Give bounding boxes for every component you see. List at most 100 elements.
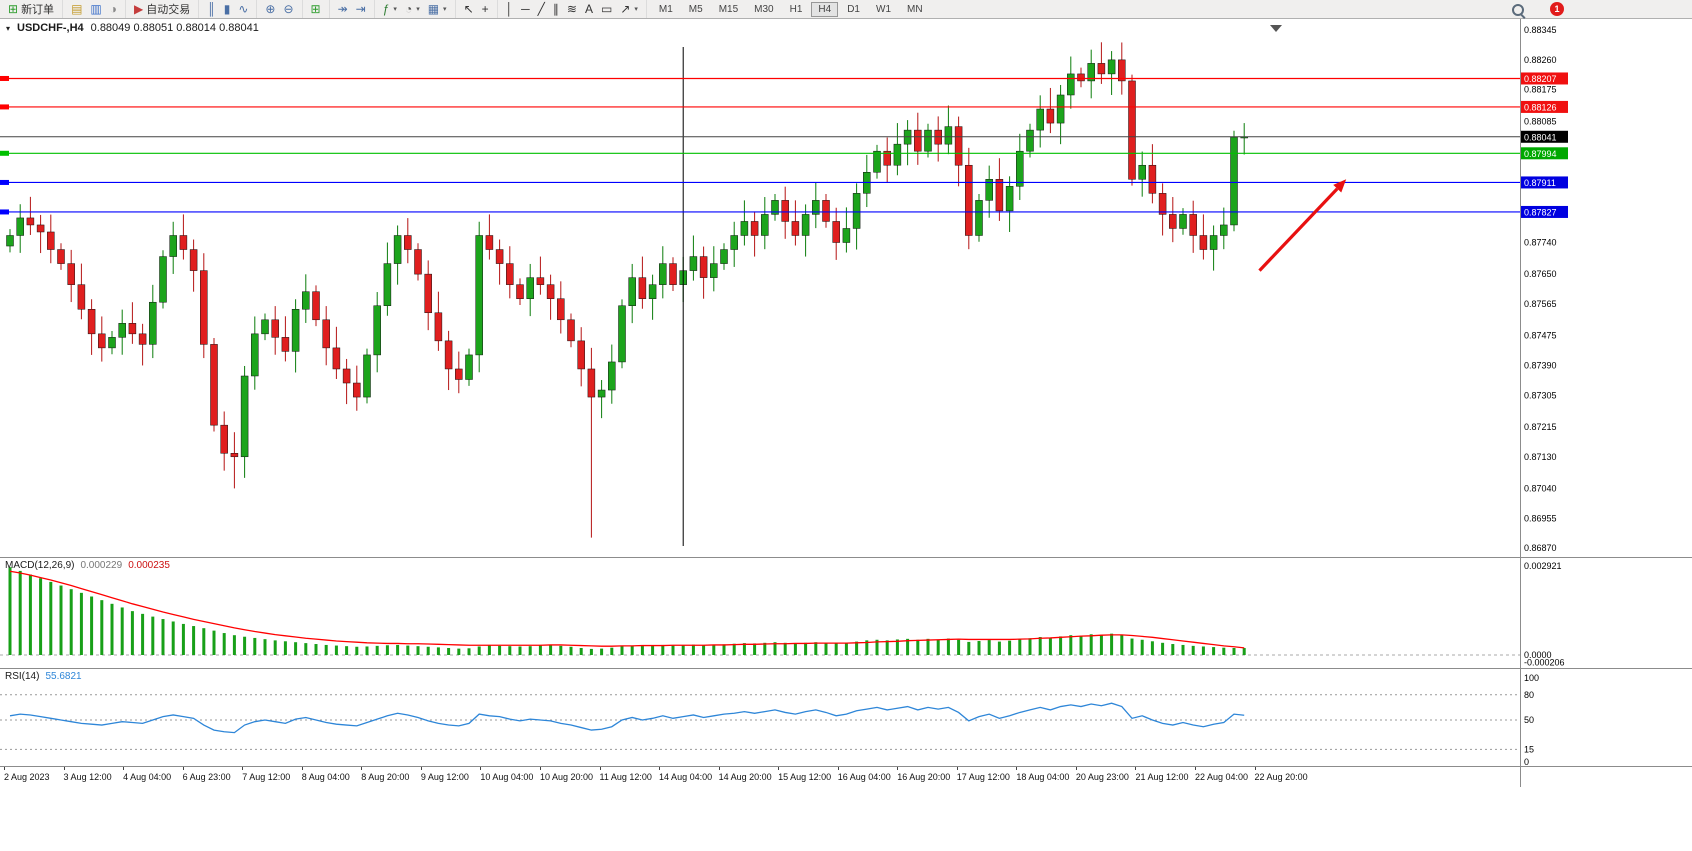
vertical-line-button[interactable]: │ [502,1,518,17]
notification-badge[interactable]: 1 [1550,2,1564,16]
macd-histogram-bar [120,607,124,655]
candle [526,277,534,299]
candle [628,277,636,306]
zoom-out-button[interactable]: ⊖ [279,1,297,17]
candle [200,270,208,345]
crosshair-button[interactable]: + [478,1,493,17]
candle [363,354,371,398]
price-tag-label: 0.87827 [1524,207,1557,217]
candle [659,263,667,285]
tile-windows-button[interactable]: ⊞ [307,1,325,17]
panel-divider[interactable] [0,766,1692,767]
candle [516,284,524,299]
timeframe-m30-button[interactable]: M30 [754,3,774,15]
candlestick-chart-button[interactable]: ▮ [220,1,235,17]
auto-trading-button[interactable]: ▶ 自动交易 [130,1,194,17]
time-axis-tick [837,767,839,770]
auto-scroll-button[interactable]: ↠ [334,1,352,17]
time-axis[interactable]: 2 Aug 2023 3 Aug 12:00 4 Aug 04:00 6 Aug 23… [0,767,1692,787]
price-axis-label: 0.87740 [1524,238,1557,248]
panel-divider[interactable] [0,668,1692,669]
macd-histogram-bar [59,585,63,655]
timeframe-w1-button[interactable]: W1 [876,3,891,15]
price-axis-label: 0.88085 [1524,116,1557,126]
candle [914,129,922,152]
timeframe-mn-button[interactable]: MN [907,3,923,15]
macd-histogram-bar [49,581,53,655]
candle [189,249,198,271]
horizontal-line-button[interactable]: ─ [517,1,534,17]
candle [210,344,218,426]
time-axis-tick [539,767,541,770]
candlestick-chart[interactable]: 0.88345 0.88260 0.88175 0.88085 0.87740 0.876… [0,19,1692,557]
channel-button[interactable]: ∥ [549,1,563,17]
rsi-chart[interactable]: 100 80 50 15 0 [0,669,1692,766]
timeframe-d1-button[interactable]: D1 [847,3,860,15]
candle [1005,186,1014,212]
macd-chart[interactable]: 0.002921 0.0000-0.000206 [0,558,1692,668]
rsi-line [9,702,1245,734]
fibonacci-button[interactable]: ≋ [563,1,581,17]
profiles-button[interactable]: ▥ [86,1,105,17]
price-tag [1521,176,1568,189]
candle [393,235,402,264]
line-chart-button[interactable]: ∿ [234,1,252,17]
charts-button[interactable]: ▤ [67,1,86,17]
templates-button[interactable]: ▦ ▾ [424,1,451,17]
macd-histogram-bar [467,648,471,655]
search-icon[interactable] [1512,4,1524,16]
time-axis-label: 3 Aug 12:00 [63,772,112,782]
indicators-button[interactable]: ƒ ▾ [379,1,401,17]
macd-histogram-bar [365,646,369,655]
macd-histogram-bar [161,619,165,655]
candle [6,235,14,247]
charts-icon: ▤ [71,2,83,16]
macd-histogram-bar [243,636,247,655]
macd-histogram-bar [110,603,114,655]
collapse-chart-icon[interactable]: ▾ [6,23,11,33]
new-order-button[interactable]: ⊞ 新订单 [4,1,58,17]
zoom-in-button[interactable]: ⊕ [261,1,279,17]
toolbar-group: ⊞ [303,0,330,18]
macd-histogram-bar [987,640,991,655]
time-axis-label: 10 Aug 04:00 [480,772,534,782]
candlestick-chart-icon: ▮ [223,2,231,16]
candle [1097,63,1106,75]
panel-divider[interactable] [0,557,1692,558]
macd-histogram-bar [1150,641,1154,655]
macd-histogram-bar [681,645,685,655]
candle [1046,108,1055,124]
timeframe-h1-button[interactable]: H1 [789,3,803,15]
macd-histogram-bar [824,642,828,655]
arrows-button[interactable]: ↗ ▾ [616,1,642,17]
text-button[interactable]: A [581,1,597,17]
trendline-button[interactable]: ╱ [534,1,549,17]
timeframe-m5-button[interactable]: M5 [688,3,703,15]
timeframe-m15-button[interactable]: M15 [718,3,739,15]
cursor-button[interactable]: ↖ [460,1,478,17]
timeframe-m1-button[interactable]: M1 [658,3,673,15]
candle [404,235,412,250]
macd-histogram-bar [426,646,430,655]
candle [1026,129,1034,152]
periods-button[interactable]: ◔ ▾ [401,1,424,17]
toolbar-group: ▤ ▥ ◑ [63,0,126,18]
chart-shift-button[interactable]: ⇥ [352,1,370,17]
refresh-button[interactable]: ◑ [106,1,121,17]
macd-histogram-bar [651,645,655,655]
label-button[interactable]: ▭ [597,1,616,17]
bar-chart-button[interactable]: ║ [203,1,220,17]
price-axis-label: 0.87390 [1524,360,1557,370]
candle [710,263,718,278]
candle [638,277,647,299]
macd-histogram-bar [273,640,277,655]
templates-icon: ▦ [427,2,440,16]
macd-histogram-bar [263,639,267,655]
macd-panel[interactable]: 0.002921 0.0000 -0.000206 MACD(12,26,9) 0.… [0,558,1692,668]
timeframe-h4-button[interactable]: H4 [811,1,839,17]
price-axis-separator[interactable] [1520,19,1521,787]
main-chart-panel[interactable]: 0.88345 0.88260 0.88175 0.88085 0.87740 0.876… [0,19,1692,557]
candle [1077,73,1085,82]
rsi-panel[interactable]: 100 80 50 15 0 RSI(14) 55.6821 [0,669,1692,766]
time-axis-label: 21 Aug 12:00 [1135,772,1189,782]
